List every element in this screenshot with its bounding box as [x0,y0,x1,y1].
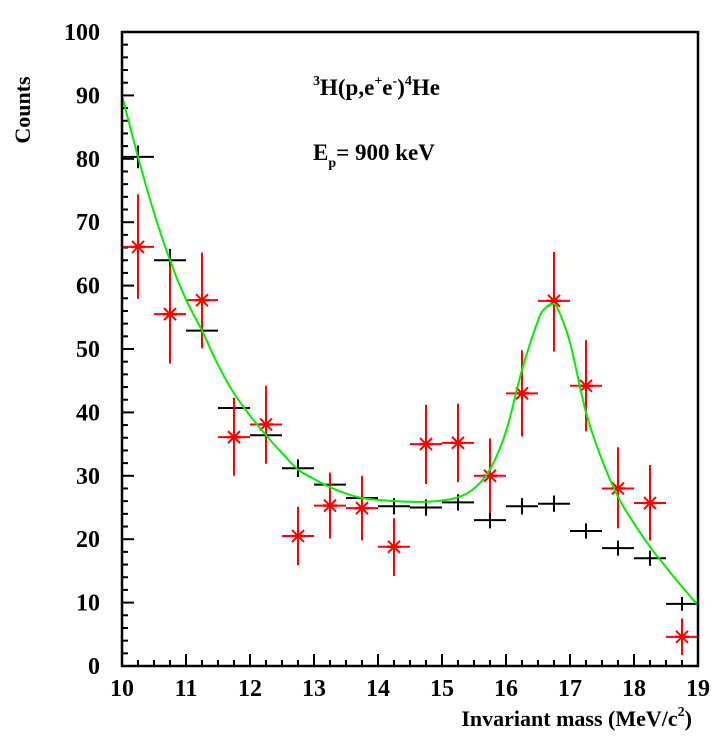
y-tick-label: 40 [76,400,100,426]
background-point [474,512,506,529]
data-point [602,447,634,529]
x-axis-title-end: ) [685,706,692,731]
y-tick-label: 70 [76,210,100,236]
reaction-annotation: 3H(p,e+e-)4He [313,74,440,100]
data-point [314,472,346,539]
data-point [410,404,442,485]
data-point [538,251,570,352]
data-point [570,340,602,432]
data-point [666,618,698,656]
y-tick-label: 0 [88,654,100,680]
x-tick-label: 18 [622,676,646,702]
reaction-sup-minus: - [393,74,398,89]
y-tick-label: 50 [76,337,100,363]
axes: 10 11 12 13 14 15 16 17 18 19 0 10 20 30 40 50 60 70 80 90 1… [64,20,710,702]
x-tick-label: 19 [686,676,710,702]
background-point [570,523,602,539]
data-point [346,475,378,541]
energy-sub: p [328,156,336,171]
data-point [634,465,666,541]
data-point [250,385,282,464]
y-tick-label: 20 [76,527,100,553]
data-layer [121,95,699,656]
y-tick-label: 100 [64,20,100,46]
y-tick-label: 30 [76,464,100,490]
reaction-main3: ) [397,75,405,100]
data-point [378,518,410,576]
plot-frame [120,30,700,668]
x-tick-label: 10 [110,676,134,702]
x-axis-title-sup: 2 [678,705,685,720]
data-point [218,398,250,476]
reaction-main4: He [412,75,440,100]
data-point [154,264,186,364]
x-tick-label: 14 [366,676,390,702]
energy-annotation: Ep= 900 keV [313,140,435,171]
fit-curve [121,95,699,606]
x-axis-title-main: Invariant mass (MeV/c [461,706,678,731]
reaction-main1: H(p,e [320,75,374,100]
reaction-sup-plus: + [374,74,382,89]
x-axis-title: Invariant mass (MeV/c2) [461,705,692,731]
reaction-sup4: 4 [405,74,412,89]
y-tick-label: 10 [76,591,100,617]
x-tick-label: 13 [302,676,326,702]
data-point [474,438,506,514]
x-tick-label: 15 [430,676,454,702]
y-tick-label: 90 [76,83,100,109]
y-axis-title: Counts [10,76,35,144]
x-tick-label: 12 [238,676,262,702]
x-tick-label: 16 [494,676,518,702]
x-tick-label: 17 [558,676,582,702]
plot-frame-rect [120,30,700,668]
energy-main: E [313,140,328,165]
y-tick-label: 80 [76,147,100,173]
background-point [602,540,634,556]
data-point [282,506,314,566]
background-point [634,550,666,566]
data-point [186,252,218,349]
data-point [506,350,538,437]
background-point [506,498,538,515]
reaction-pre-sup: 3 [313,74,320,89]
reaction-main2: e [382,75,392,100]
energy-rest: = 900 keV [336,140,435,165]
data-point [442,403,474,483]
y-tick-label: 60 [76,274,100,300]
x-tick-label: 11 [175,676,198,702]
data-point [122,194,154,299]
background-point [666,596,698,611]
background-point [538,495,570,512]
